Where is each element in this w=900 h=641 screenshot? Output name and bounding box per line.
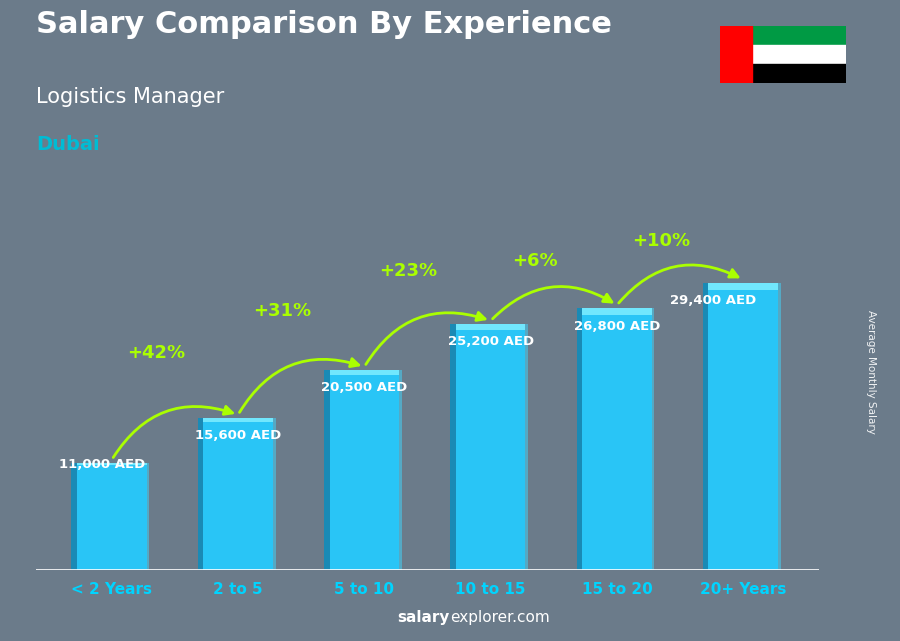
Text: +23%: +23% bbox=[380, 262, 437, 279]
Text: 29,400 AED: 29,400 AED bbox=[670, 294, 756, 307]
Polygon shape bbox=[77, 463, 147, 570]
Polygon shape bbox=[329, 370, 399, 570]
Text: Salary Comparison By Experience: Salary Comparison By Experience bbox=[36, 10, 612, 38]
Text: 11,000 AED: 11,000 AED bbox=[58, 458, 145, 471]
Text: 25,200 AED: 25,200 AED bbox=[447, 335, 534, 349]
Polygon shape bbox=[203, 418, 273, 570]
Text: +6%: +6% bbox=[512, 252, 558, 270]
Polygon shape bbox=[329, 370, 399, 375]
Polygon shape bbox=[203, 418, 273, 422]
Polygon shape bbox=[71, 463, 77, 570]
Polygon shape bbox=[582, 308, 652, 315]
Polygon shape bbox=[324, 370, 329, 570]
Text: 15,600 AED: 15,600 AED bbox=[195, 429, 281, 442]
Text: salary: salary bbox=[398, 610, 450, 625]
Polygon shape bbox=[582, 308, 652, 570]
Text: +10%: +10% bbox=[632, 232, 690, 250]
Text: Average Monthly Salary: Average Monthly Salary bbox=[866, 310, 877, 434]
Polygon shape bbox=[652, 308, 654, 570]
Text: +31%: +31% bbox=[253, 302, 311, 320]
Bar bbox=[720, 26, 751, 83]
Polygon shape bbox=[703, 283, 708, 570]
Text: Dubai: Dubai bbox=[36, 135, 100, 154]
Polygon shape bbox=[198, 418, 203, 570]
Polygon shape bbox=[147, 463, 149, 570]
Polygon shape bbox=[456, 324, 526, 330]
Bar bbox=[752, 26, 846, 45]
Polygon shape bbox=[577, 308, 582, 570]
Polygon shape bbox=[708, 283, 778, 570]
Text: +42%: +42% bbox=[127, 344, 185, 362]
Polygon shape bbox=[399, 370, 402, 570]
Polygon shape bbox=[456, 324, 526, 570]
Text: 20,500 AED: 20,500 AED bbox=[321, 381, 408, 394]
Polygon shape bbox=[708, 283, 778, 290]
Text: explorer.com: explorer.com bbox=[450, 610, 550, 625]
Polygon shape bbox=[778, 283, 780, 570]
Polygon shape bbox=[526, 324, 528, 570]
Bar bbox=[752, 45, 846, 64]
Bar bbox=[752, 64, 846, 83]
Polygon shape bbox=[77, 463, 147, 465]
Text: 26,800 AED: 26,800 AED bbox=[573, 320, 660, 333]
Polygon shape bbox=[450, 324, 456, 570]
Text: Logistics Manager: Logistics Manager bbox=[36, 87, 224, 106]
Polygon shape bbox=[273, 418, 275, 570]
